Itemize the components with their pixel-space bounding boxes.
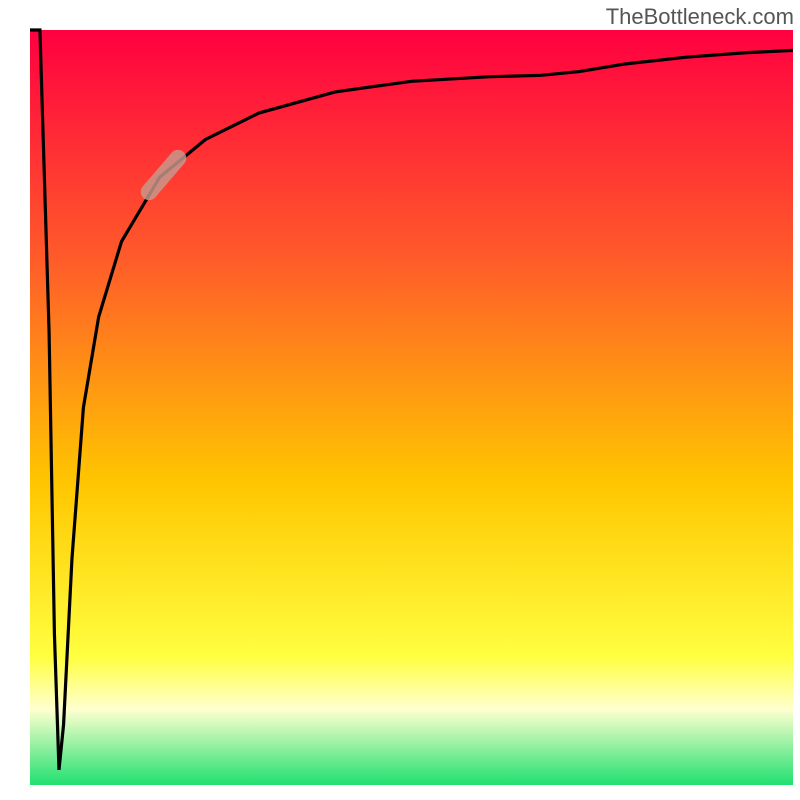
chart-container: TheBottleneck.com xyxy=(0,0,800,800)
attribution-text: TheBottleneck.com xyxy=(606,4,794,30)
curve-overlay-svg xyxy=(0,0,800,800)
highlight-marker xyxy=(137,146,189,203)
bottleneck-curve xyxy=(30,30,793,770)
